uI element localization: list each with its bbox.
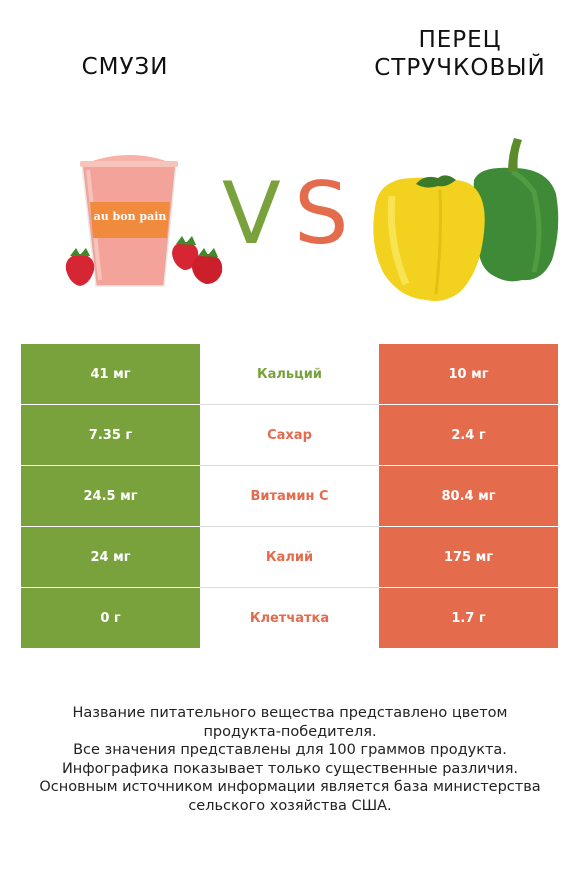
nutrient-name-cell: Кальций	[200, 344, 379, 405]
strawberry-left	[65, 248, 95, 286]
nutrient-name-cell: Клетчатка	[200, 587, 379, 648]
nutrient-name-cell: Сахар	[200, 404, 379, 466]
green-pepper-stem	[508, 138, 522, 172]
cup-label-text: au bon pain	[94, 210, 167, 223]
table-row: 24 мг Калий 175 мг	[21, 526, 558, 588]
footer-line-1: Название питательного вещества представл…	[72, 705, 508, 721]
right-value-cell: 1.7 г	[379, 587, 558, 648]
green-pepper	[473, 138, 559, 282]
left-value-cell: 7.35 г	[21, 404, 200, 466]
table-row: 7.35 г Сахар 2.4 г	[21, 404, 558, 466]
table-row: 0 г Клетчатка 1.7 г	[21, 587, 558, 648]
smoothie-illustration: au bon pain	[65, 155, 223, 287]
cup-rim	[80, 161, 178, 167]
vs-letter-v: V	[222, 164, 281, 264]
footer-line-3: Все значения представлены для 100 граммо…	[73, 742, 507, 758]
footer-line-6: сельского хозяйства США.	[188, 797, 392, 814]
left-value-cell: 24 мг	[21, 526, 200, 588]
left-value-cell: 41 мг	[21, 344, 200, 405]
vs-letter-s: S	[294, 164, 349, 264]
left-value-cell: 0 г	[21, 587, 200, 648]
right-product-title: ПЕРЕЦ СТРУЧКОВЫЙ	[350, 26, 570, 82]
table-row: 41 мг Кальций 10 мг	[21, 344, 558, 405]
left-value-cell: 24.5 мг	[21, 465, 200, 527]
nutrient-name-cell: Калий	[200, 526, 379, 588]
right-title-line-2: СТРУЧКОВЫЙ	[374, 55, 546, 81]
strawberry-right-2	[192, 248, 223, 284]
right-value-cell: 2.4 г	[379, 404, 558, 466]
footer-line-2: продукта-победителя.	[203, 723, 377, 740]
footer-line-4: Инфографика показывает только существенн…	[61, 760, 519, 777]
right-title-line-1: ПЕРЕЦ	[418, 27, 502, 53]
footer-line-5: Основным источником информации является …	[39, 779, 541, 795]
right-value-cell: 10 мг	[379, 344, 558, 405]
bell-pepper-illustration	[373, 138, 559, 301]
yellow-pepper	[373, 175, 485, 301]
cup-label	[90, 202, 170, 238]
right-value-cell: 80.4 мг	[379, 465, 558, 527]
strawberry-right-1	[172, 236, 199, 270]
table-row: 24.5 мг Витамин C 80.4 мг	[21, 465, 558, 527]
left-product-title: СМУЗИ	[81, 54, 169, 80]
yellow-pepper-stem	[416, 175, 456, 188]
right-value-cell: 175 мг	[379, 526, 558, 588]
comparison-table: 41 мг Кальций 10 мг 7.35 г Сахар 2.4 г 24.5 мг…	[21, 344, 558, 648]
nutrient-name-cell: Витамин C	[200, 465, 379, 527]
footer-notes: Название питательного вещества представл…	[20, 704, 560, 815]
